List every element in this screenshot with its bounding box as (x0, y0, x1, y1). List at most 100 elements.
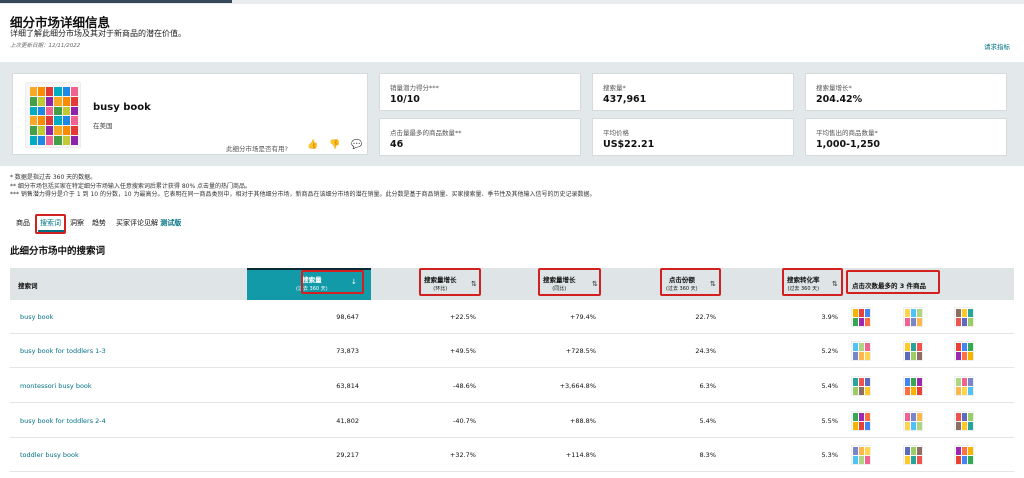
metric-search-volume: 搜索量* 437,961 (592, 73, 794, 111)
cell-click-share: 6.3% (699, 382, 716, 390)
table-row: toddler busy book 29,217 +32.7% +114.8% 8.3%… (10, 438, 1014, 472)
keyword-link[interactable]: busy book for toddlers 1-3 (20, 347, 106, 355)
product-thumbnail[interactable] (851, 376, 871, 396)
col-conversion[interactable]: 搜索转化率 (过去 360 天) (787, 274, 820, 292)
beta-badge: 测试版 (160, 219, 182, 227)
col-keyword[interactable]: 搜索词 (18, 282, 38, 290)
highlight-box (846, 270, 940, 294)
cell-growth-qoq: -48.6% (453, 382, 476, 390)
cell-growth-yoy: +114.8% (565, 451, 596, 459)
product-thumbnail[interactable] (903, 411, 923, 431)
last-updated: 上次更新日期：12/11/2022 (10, 43, 81, 49)
metric-label: 销量潜力得分*** (390, 84, 439, 92)
product-thumbnail[interactable] (903, 445, 923, 465)
active-tab-indicator (38, 230, 65, 232)
product-thumbnail[interactable] (851, 341, 871, 361)
metric-label: 点击量最多的商品数量** (390, 129, 462, 137)
metric-value: US$22.21 (603, 139, 655, 150)
col-sublabel: (过去 360 天) (296, 286, 328, 292)
tab-insights[interactable]: 洞察 (70, 219, 84, 227)
cell-growth-yoy: +728.5% (565, 347, 596, 355)
keyword-link[interactable]: busy book (20, 313, 54, 321)
col-label: 搜索量 (302, 276, 322, 284)
sort-icon[interactable]: ⇅ (592, 280, 598, 288)
sorted-column-bg (247, 268, 371, 300)
cell-click-share: 8.3% (699, 451, 716, 459)
highlight-box (660, 268, 721, 296)
col-growth-yoy[interactable]: 搜索量增长 (同比) (543, 274, 576, 292)
metric-label: 搜索量* (603, 84, 626, 92)
product-thumbnail[interactable] (954, 376, 974, 396)
footnotes: * 数据是指过去 360 天的数据。 ** 细分市场包括买家在特定细分市场输入任… (10, 174, 596, 200)
table-row: busy book for toddlers 1-3 73,873 +49.5% +7… (10, 334, 1014, 368)
product-thumbnail[interactable] (954, 411, 974, 431)
summary-panel: busy book 在美国 此细分市场是否有用? 👍 👎 💬 销量潜力得分***… (0, 62, 1024, 166)
keyword-link[interactable]: montessori busy book (20, 382, 92, 390)
metric-label: 平均价格 (603, 129, 629, 137)
product-thumbnail[interactable] (851, 445, 871, 465)
tab-search-terms[interactable]: 搜索词 (40, 219, 61, 227)
col-search-volume[interactable]: 搜索量 (过去 360 天) (296, 274, 328, 292)
request-metrics-link[interactable]: 请求指标 (984, 43, 1010, 51)
product-thumbnail[interactable] (954, 445, 974, 465)
cell-search-volume: 98,647 (336, 313, 359, 321)
product-thumbnail[interactable] (954, 307, 974, 327)
metric-average-price: 平均价格 US$22.21 (592, 118, 794, 156)
cell-growth-qoq: -40.7% (453, 417, 476, 425)
col-growth-qoq[interactable]: 搜索量增长 (环比) (424, 274, 457, 292)
section-title: 此细分市场中的搜索词 (10, 246, 106, 257)
metric-search-growth: 搜索量增长* 204.42% (805, 73, 1007, 111)
cell-search-volume: 41,802 (336, 417, 359, 425)
cell-growth-yoy: +3,664.8% (559, 382, 596, 390)
col-sublabel: (环比) (433, 286, 448, 292)
metric-value: 204.42% (816, 94, 863, 105)
col-label: 点击份额 (668, 276, 695, 284)
metric-value: 437,961 (603, 94, 647, 105)
col-sublabel: (过去 360 天) (787, 286, 820, 292)
comment-icon[interactable]: 💬 (351, 140, 363, 150)
highlight-box (782, 268, 843, 296)
highlight-box (35, 214, 66, 234)
keyword-link[interactable]: toddler busy book (20, 451, 79, 459)
sort-icon[interactable]: ⇅ (471, 280, 477, 288)
cell-search-volume: 63,814 (336, 382, 359, 390)
footnote: ** 细分市场包括买家在特定细分市场输入任意搜索词后累计获得 80% 点击量的热… (10, 182, 252, 190)
highlight-box (538, 268, 601, 296)
thumbs-down-icon[interactable]: 👎 (329, 140, 341, 150)
sort-desc-icon[interactable]: ↓ (351, 278, 357, 286)
col-click-share[interactable]: 点击份额 (过去 360 天) (666, 274, 698, 292)
cell-conversion: 5.4% (821, 382, 838, 390)
product-thumbnail[interactable] (851, 411, 871, 431)
cell-conversion: 3.9% (821, 313, 838, 321)
col-label: 搜索转化率 (787, 276, 820, 284)
product-thumbnail[interactable] (954, 341, 974, 361)
cell-growth-yoy: +79.4% (569, 313, 596, 321)
cell-click-share: 5.4% (699, 417, 716, 425)
col-top-products: 点击次数最多的 3 件商品 (852, 282, 927, 290)
usefulness-question: 此细分市场是否有用? (226, 145, 288, 153)
cell-conversion: 5.2% (821, 347, 838, 355)
metric-value: 10/10 (390, 94, 420, 105)
product-thumbnail[interactable] (903, 376, 923, 396)
product-thumbnail[interactable] (903, 341, 923, 361)
sort-icon[interactable]: ⇅ (710, 280, 716, 288)
cell-click-share: 22.7% (695, 313, 716, 321)
keyword-link[interactable]: busy book for toddlers 2-4 (20, 417, 106, 425)
footnote: *** 销售潜力得分是介于 1 到 10 的分数，10 为最高分。它表明在同一商… (10, 191, 596, 198)
col-label: 搜索量增长 (424, 276, 457, 284)
thumbs-up-icon[interactable]: 👍 (307, 140, 319, 150)
tab-products[interactable]: 商品 (16, 219, 30, 227)
product-thumbnail[interactable] (851, 307, 871, 327)
col-label: 搜索量增长 (543, 276, 576, 284)
product-name: busy book (93, 102, 151, 113)
metric-label: 平均售出的商品数量* (816, 129, 878, 137)
table-row: montessori busy book 63,814 -48.6% +3,664.8… (10, 369, 1014, 403)
cell-growth-qoq: +22.5% (449, 313, 476, 321)
sort-icon[interactable]: ⇅ (832, 280, 838, 288)
highlight-box (301, 270, 364, 294)
tab-review-insights[interactable]: 买家评论见解 测试版 (116, 218, 181, 228)
product-location: 在美国 (93, 122, 113, 130)
tab-trends[interactable]: 趋势 (92, 219, 106, 227)
product-thumbnail[interactable] (903, 307, 923, 327)
cell-conversion: 5.5% (821, 417, 838, 425)
